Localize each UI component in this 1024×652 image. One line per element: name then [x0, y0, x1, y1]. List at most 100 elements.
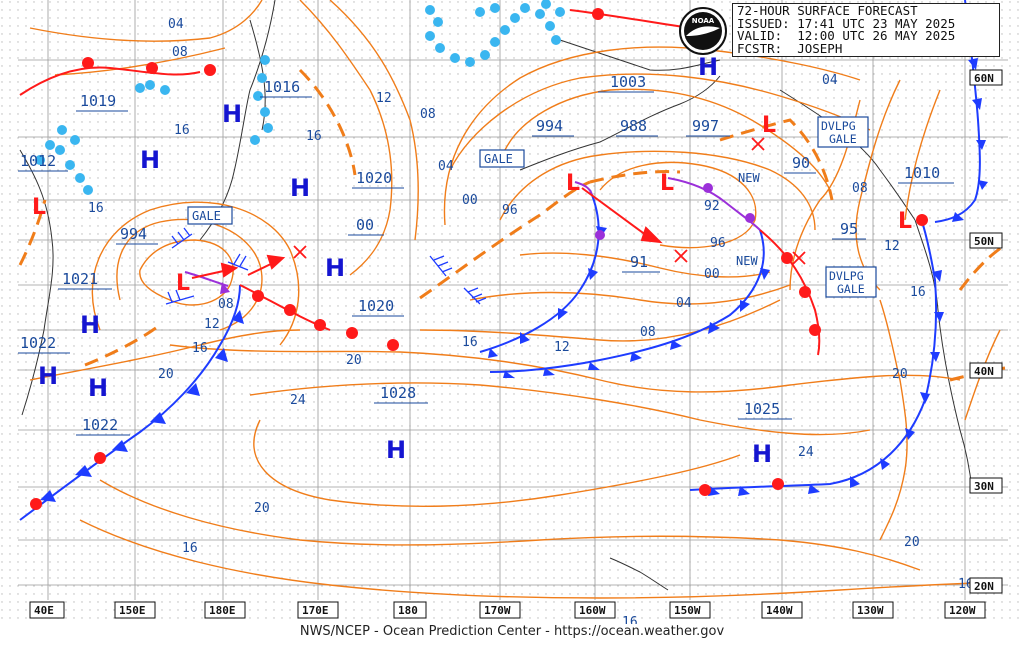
isobar-value: 12 — [204, 317, 220, 332]
isobar-value: 92 — [704, 199, 720, 214]
cold-fronts — [19, 0, 981, 521]
warning-line: DVLPG — [829, 269, 864, 283]
lat-label: 30N — [974, 480, 994, 493]
pressure-label: 1028 — [380, 384, 416, 402]
lon-label: 150W — [674, 604, 701, 617]
lon-label: 120W — [949, 604, 976, 617]
high-center-H: H — [386, 436, 406, 464]
lon-label: 160W — [579, 604, 606, 617]
isobar-value: 16 — [174, 123, 190, 138]
isobar-value-labels: 04 08 12 16 20 24 08 04 00 96 92 96 00 0… — [88, 17, 974, 624]
pressure-label: 1016 — [264, 78, 300, 96]
low-center-L: L — [176, 271, 190, 296]
header-title: 72-HOUR SURFACE FORECAST — [737, 3, 918, 18]
gale-warning: GALE — [192, 209, 221, 223]
cold-front-teeth — [40, 58, 988, 502]
lat-label: 50N — [974, 235, 994, 248]
isobar-value: 16 — [182, 541, 198, 556]
high-centers: H H H H H H H H H H — [38, 53, 772, 468]
pressure-label: 1021 — [62, 270, 98, 288]
forecast-header: 72-HOUR SURFACE FORECAST ISSUED: 17:41 U… — [732, 3, 1000, 57]
isobar-value: 96 — [710, 236, 726, 251]
isobar-value: 96 — [502, 203, 518, 218]
header-forecaster: FCSTR: JOSEPH — [737, 40, 843, 56]
pressure-label: 1022 — [20, 334, 56, 352]
isobar-value: 12 — [554, 340, 570, 355]
forecast-x-markers — [293, 137, 806, 265]
longitude-labels: 40E 150E 180E 170E 180 170W 160W 150W 14… — [29, 601, 986, 619]
isobar-value: 08 — [218, 297, 234, 312]
footer-credit: NWS/NCEP - Ocean Prediction Center - htt… — [299, 624, 725, 639]
isobar-value: 16 — [192, 341, 208, 356]
low-center-L: L — [898, 209, 912, 234]
pressure-label: 91 — [630, 253, 648, 271]
isobar-value: 12 — [376, 91, 392, 106]
pressure-label: 1022 — [82, 416, 118, 434]
isobar-value: 04 — [168, 17, 184, 32]
isobar-value: 16 — [306, 129, 322, 144]
low-centers: L L L L L L — [32, 113, 912, 296]
isobar-value: 20 — [904, 535, 920, 550]
developing-gale-warning: DVLPG GALE — [821, 119, 857, 146]
lon-label: 140W — [766, 604, 793, 617]
lon-label: 130W — [857, 604, 884, 617]
pressure-label: 1012 — [20, 152, 56, 170]
lon-label: 170E — [302, 604, 329, 617]
pressure-label: 1003 — [610, 73, 646, 91]
new-labels: NEW NEW — [736, 171, 760, 268]
high-center-H: H — [88, 374, 108, 402]
pressure-label: 1019 — [80, 92, 116, 110]
isobar-value: 16 — [88, 201, 104, 216]
low-center-L: L — [32, 195, 46, 220]
pressure-label: 1020 — [358, 297, 394, 315]
low-center-L: L — [762, 113, 776, 138]
high-center-H: H — [752, 440, 772, 468]
dot-grid — [0, 0, 1024, 624]
isobar-value: 24 — [798, 445, 814, 460]
high-center-H: H — [80, 311, 100, 339]
isobar-value: 24 — [290, 393, 306, 408]
isobar-value: 16 — [622, 615, 638, 624]
noaa-logo-text: NOAA — [692, 17, 715, 25]
isobar-value: 04 — [438, 159, 454, 174]
isobar-value: 04 — [822, 73, 838, 88]
lat-label: 20N — [974, 580, 994, 593]
latitude-labels: 60N 50N 40N 30N 20N — [969, 69, 1003, 594]
isobar-value: 00 — [462, 193, 478, 208]
low-center-L: L — [660, 171, 674, 196]
warning-line: DVLPG — [821, 119, 856, 133]
occluded-fronts — [184, 177, 761, 287]
noaa-logo-icon: NOAA — [679, 7, 727, 55]
isobar-value: 20 — [892, 367, 908, 382]
lat-label: 60N — [974, 72, 994, 85]
high-center-H: H — [222, 100, 242, 128]
isobar-value: 08 — [420, 107, 436, 122]
pressure-label: 1020 — [356, 169, 392, 187]
warning-labels: GALE GALE DVLPG GALE DVLPG GALE — [187, 116, 877, 298]
occluded-symbols — [220, 183, 755, 294]
warm-front-bumps — [30, 8, 928, 510]
lon-label: 180E — [209, 604, 236, 617]
gale-warning: GALE — [484, 152, 513, 166]
storm-tracks — [191, 187, 663, 279]
isobar-value: 20 — [254, 501, 270, 516]
pressure-labels: 1019 1016 1012 994 1021 1022 1022 1020 0… — [18, 73, 954, 436]
high-center-H: H — [698, 53, 718, 81]
sea-ice — [35, 0, 565, 195]
header-valid: VALID: 12:00 UTC 26 MAY 2025 — [737, 28, 956, 43]
high-center-H: H — [38, 362, 58, 390]
isobar-value: 08 — [172, 45, 188, 60]
isobar-value: 20 — [346, 353, 362, 368]
isobar-value: 16 — [462, 335, 478, 350]
pressure-label: 95 — [840, 220, 858, 238]
weather-map: L L L L L L H H H H H H H H H H 1019 101… — [0, 0, 1024, 624]
high-center-H: H — [325, 254, 345, 282]
pressure-label: 90 — [792, 154, 810, 172]
lon-label: 180 — [398, 604, 418, 617]
wind-barbs — [165, 227, 487, 305]
isobar-value: 16 — [910, 285, 926, 300]
high-center-H: H — [140, 146, 160, 174]
isobar-value: 08 — [640, 325, 656, 340]
new-label: NEW — [736, 254, 758, 268]
isobar-value: 00 — [704, 267, 720, 282]
